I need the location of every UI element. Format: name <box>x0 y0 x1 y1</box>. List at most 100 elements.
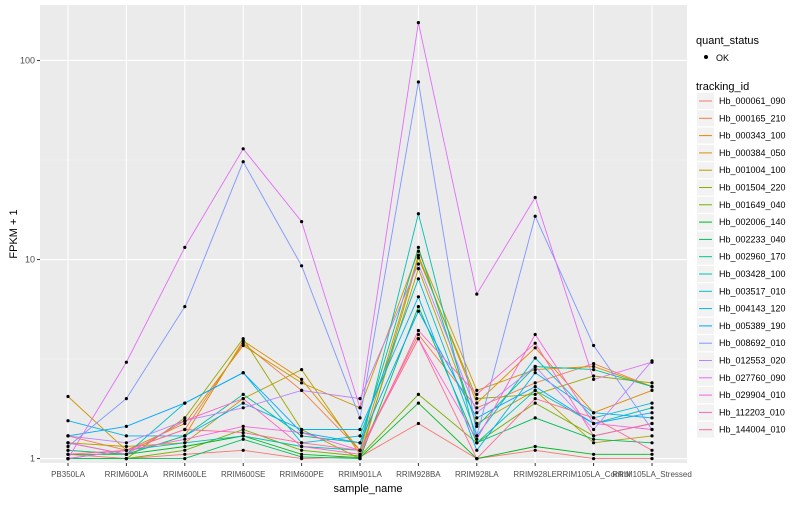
data-point-Hb_008692_010 <box>66 444 70 449</box>
data-point-Hb_000343_100 <box>650 388 654 392</box>
x-tick-label: RRIM600LE <box>163 470 207 479</box>
legend-label-Hb_001504_220: Hb_001504_220 <box>719 183 786 193</box>
data-point-Hb_002960_170 <box>650 385 654 389</box>
data-point-Hb_000061_090 <box>416 421 420 426</box>
data-point-Hb_001004_100 <box>416 267 420 271</box>
data-point-Hb_000061_090 <box>183 452 187 456</box>
data-point-Hb_112203_010 <box>241 397 245 401</box>
data-point-Hb_003428_100 <box>475 441 479 445</box>
shape-legend-title: quant_status <box>696 35 759 47</box>
x-tick-label: RRIM600SE <box>221 470 265 479</box>
data-point-Hb_005389_190 <box>650 411 654 415</box>
data-point-Hb_001004_100 <box>650 434 654 438</box>
x-tick-label: RRIM105LA_Control <box>557 470 631 479</box>
data-point-Hb_002233_040 <box>592 437 596 441</box>
data-point-Hb_001649_040 <box>533 401 537 405</box>
x-tick-label: RRIM600PE <box>279 470 323 479</box>
data-point-Hb_008692_010 <box>592 343 596 348</box>
data-point-Hb_002233_040 <box>416 305 420 309</box>
data-point-Hb_144004_010 <box>358 448 362 452</box>
data-point-Hb_003428_100 <box>533 388 537 392</box>
data-point-Hb_003517_010 <box>650 401 654 405</box>
data-point-Hb_005389_190 <box>183 401 187 405</box>
y-axis-title: FPKM + 1 <box>8 209 20 258</box>
data-point-Hb_004143_120 <box>183 434 187 438</box>
data-point-Hb_004143_120 <box>533 371 537 375</box>
data-point-Hb_027760_090 <box>241 147 245 151</box>
data-point-Hb_004143_120 <box>124 434 128 438</box>
legend-label-Hb_004143_120: Hb_004143_120 <box>719 304 786 314</box>
data-point-Hb_008692_010 <box>475 434 479 438</box>
data-point-Hb_002006_140 <box>416 401 420 405</box>
data-point-Hb_004143_120 <box>416 295 420 299</box>
data-point-Hb_001504_220 <box>241 337 245 341</box>
data-point-Hb_008692_010 <box>300 264 304 268</box>
data-point-Hb_112203_010 <box>650 421 654 426</box>
data-point-Hb_003517_010 <box>358 434 362 438</box>
data-point-Hb_001649_040 <box>183 448 187 452</box>
y-axis: 1 10 100 <box>20 55 40 464</box>
data-point-Hb_002960_170 <box>66 448 70 452</box>
data-point-Hb_000384_050 <box>300 381 304 385</box>
data-point-Hb_004143_120 <box>592 411 596 415</box>
data-point-Hb_144004_010 <box>592 416 596 420</box>
x-tick-label: PB350LA <box>51 470 85 479</box>
data-point-Hb_001649_040 <box>416 392 420 396</box>
x-tick-label: RRIM901LA <box>338 470 382 479</box>
data-point-Hb_002960_170 <box>475 424 479 428</box>
legend-label-Hb_008692_010: Hb_008692_010 <box>719 338 786 348</box>
legend-label-Hb_002960_170: Hb_002960_170 <box>719 252 786 262</box>
data-point-Hb_002960_170 <box>592 368 596 372</box>
data-point-Hb_029904_010 <box>650 427 654 432</box>
legend-label-Hb_012553_020: Hb_012553_020 <box>719 356 786 366</box>
shape-legend-label-ok: OK <box>716 53 729 63</box>
data-point-Hb_012553_020 <box>533 364 537 369</box>
data-point-Hb_000384_050 <box>592 364 596 369</box>
data-point-Hb_027760_090 <box>183 245 187 249</box>
data-point-Hb_000384_050 <box>66 394 70 399</box>
data-point-Hb_005389_190 <box>358 441 362 445</box>
legend-label-Hb_144004_010: Hb_144004_010 <box>719 425 786 435</box>
grid-minor <box>40 159 687 360</box>
data-point-Hb_000165_210 <box>533 381 537 385</box>
data-point-Hb_144004_010 <box>533 397 537 401</box>
data-point-Hb_002233_040 <box>650 441 654 445</box>
x-tick-label: RRIM928BA <box>396 470 441 479</box>
legend-label-Hb_112203_010: Hb_112203_010 <box>719 407 785 417</box>
data-point-Hb_029904_010 <box>183 437 187 441</box>
data-point-Hb_008692_010 <box>533 214 537 218</box>
data-point-Hb_112203_010 <box>592 434 596 438</box>
data-point-Hb_012553_020 <box>300 388 304 392</box>
data-point-Hb_027760_090 <box>533 195 537 200</box>
data-point-Hb_000343_100 <box>241 339 245 343</box>
data-point-Hb_004143_120 <box>66 419 70 423</box>
data-point-Hb_012553_020 <box>416 262 420 266</box>
shape-legend-key-ok <box>704 55 708 59</box>
data-point-Hb_003517_010 <box>533 356 537 360</box>
data-point-Hb_000165_210 <box>475 406 479 410</box>
legend-label-Hb_002006_140: Hb_002006_140 <box>719 217 786 227</box>
data-point-Hb_000384_050 <box>533 368 537 372</box>
data-point-Hb_000384_050 <box>241 343 245 348</box>
data-point-Hb_008692_010 <box>416 80 420 84</box>
data-point-Hb_001004_100 <box>124 444 128 449</box>
data-point-Hb_029904_010 <box>533 332 537 337</box>
data-point-Hb_005389_190 <box>475 416 479 420</box>
data-point-Hb_005389_190 <box>416 309 420 313</box>
data-point-Hb_112203_010 <box>533 341 537 345</box>
data-point-Hb_144004_010 <box>416 337 420 341</box>
series-points <box>66 21 654 461</box>
data-point-Hb_112203_010 <box>300 444 304 449</box>
plot-panel <box>40 5 687 463</box>
data-point-Hb_008692_010 <box>183 305 187 309</box>
data-point-Hb_144004_010 <box>183 427 187 432</box>
data-point-Hb_000343_100 <box>300 377 304 381</box>
x-axis: PB350LA RRIM600LA RRIM600LE RRIM600SE RRIM60… <box>51 463 692 479</box>
data-point-Hb_000343_100 <box>475 401 479 405</box>
data-point-Hb_000165_210 <box>416 332 420 337</box>
data-point-Hb_000165_210 <box>241 341 245 345</box>
data-point-Hb_001004_100 <box>475 421 479 426</box>
legend-label-Hb_001004_100: Hb_001004_100 <box>719 165 786 175</box>
data-point-Hb_002233_040 <box>241 437 245 441</box>
x-tick-label: RRIM600LA <box>105 470 149 479</box>
